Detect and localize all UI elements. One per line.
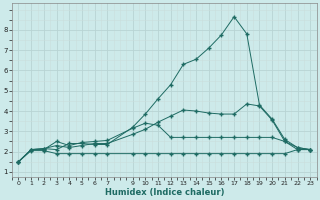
X-axis label: Humidex (Indice chaleur): Humidex (Indice chaleur): [105, 188, 224, 197]
